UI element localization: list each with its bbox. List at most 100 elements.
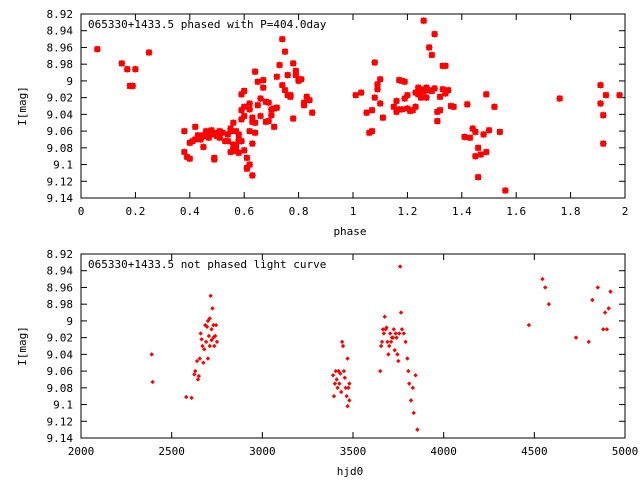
data-point <box>180 127 188 135</box>
data-point <box>391 327 396 332</box>
data-point <box>428 51 436 59</box>
data-point <box>254 78 262 86</box>
data-point <box>480 131 487 138</box>
data-point <box>604 327 610 332</box>
data-point <box>397 264 403 269</box>
data-point <box>240 112 248 120</box>
y-tick-label: 8.98 <box>47 298 74 311</box>
data-point <box>380 327 386 332</box>
y-tick-label: 9.1 <box>53 159 73 172</box>
data-point <box>573 335 579 340</box>
data-point <box>240 103 248 111</box>
data-point <box>407 381 412 386</box>
data-point <box>397 331 402 336</box>
x-tick-label: 0 <box>78 205 85 218</box>
y-tick-label: 9.1 <box>53 399 73 412</box>
data-point <box>602 91 610 99</box>
data-point <box>276 61 283 69</box>
data-point <box>608 289 613 294</box>
data-point <box>390 335 396 340</box>
data-point <box>129 82 137 90</box>
data-point <box>368 106 376 114</box>
data-point <box>385 339 390 345</box>
data-point <box>601 327 606 332</box>
data-point <box>343 385 348 391</box>
y-tick-label: 9.14 <box>47 192 74 205</box>
data-point <box>415 427 420 432</box>
data-point <box>403 339 408 345</box>
plot-title: 065330+1433.5 phased with P=404.0day <box>88 18 327 31</box>
data-point <box>590 297 595 303</box>
data-point <box>213 322 219 328</box>
data-point <box>330 373 336 378</box>
data-point <box>192 372 197 377</box>
data-point <box>300 99 308 107</box>
phased-light-curve-panel: 8.92 8.94 8.96 8.98 9 9.02 9.04 9.06 9.08 9.1 9.12… <box>16 8 628 238</box>
data-point <box>401 78 409 86</box>
data-point <box>273 104 281 112</box>
x-tick-label: 3500 <box>340 445 367 458</box>
data-point <box>342 375 348 380</box>
y-tick-label: 9.14 <box>47 432 74 445</box>
data-point <box>284 71 292 79</box>
data-point <box>463 100 471 108</box>
data-point <box>123 65 131 73</box>
data-point <box>259 84 267 91</box>
data-point <box>338 371 343 376</box>
y-axis: 8.92 8.94 8.96 8.98 9 9.02 9.04 9.06 9.08 9.1 9.12… <box>47 8 625 205</box>
data-point <box>219 129 226 137</box>
data-point <box>240 146 248 154</box>
data-point <box>224 137 232 145</box>
data-point <box>189 395 194 401</box>
data-point <box>374 80 381 88</box>
data-point <box>376 75 384 83</box>
data-point <box>378 343 384 349</box>
data-points <box>93 17 623 194</box>
data-point <box>246 100 254 107</box>
data-point <box>204 324 210 329</box>
data-point <box>308 109 316 117</box>
data-point <box>379 339 385 345</box>
data-point <box>341 368 347 374</box>
data-point <box>198 331 203 336</box>
data-point <box>371 94 379 102</box>
data-point <box>436 106 444 114</box>
data-point <box>472 128 479 136</box>
data-point <box>259 76 267 84</box>
data-point <box>431 85 438 92</box>
data-point <box>214 339 220 345</box>
data-point <box>482 148 490 156</box>
data-point <box>229 119 237 127</box>
data-point <box>200 143 207 151</box>
data-point <box>433 117 441 125</box>
data-point <box>306 96 313 104</box>
data-point <box>206 333 212 339</box>
data-point <box>368 127 376 135</box>
data-point <box>332 381 338 386</box>
data-point <box>413 373 418 378</box>
data-point <box>352 91 360 99</box>
data-point <box>344 393 349 399</box>
y-tick-label: 8.96 <box>47 281 74 294</box>
data-point <box>270 123 278 131</box>
data-point <box>210 306 215 311</box>
data-point <box>246 161 254 168</box>
x-tick-label: 0.6 <box>234 205 254 218</box>
data-point <box>235 131 243 138</box>
unphased-light-curve-panel: 8.92 8.94 8.96 8.98 9 9.02 9.04 9.06 9.08 9.1 9.12… <box>16 248 638 478</box>
data-point <box>339 339 345 345</box>
data-point <box>371 59 379 66</box>
data-point <box>150 379 155 385</box>
x-tick-label: 4000 <box>430 445 457 458</box>
data-point <box>347 398 352 403</box>
x-tick-label: 0.2 <box>125 205 145 218</box>
data-point <box>248 140 256 148</box>
data-point <box>378 368 383 374</box>
x-tick-label: 1.6 <box>506 205 526 218</box>
data-point <box>289 115 297 122</box>
data-point <box>183 394 189 400</box>
y-tick-label: 8.92 <box>47 248 74 261</box>
data-point <box>333 368 338 374</box>
data-point <box>599 111 607 119</box>
